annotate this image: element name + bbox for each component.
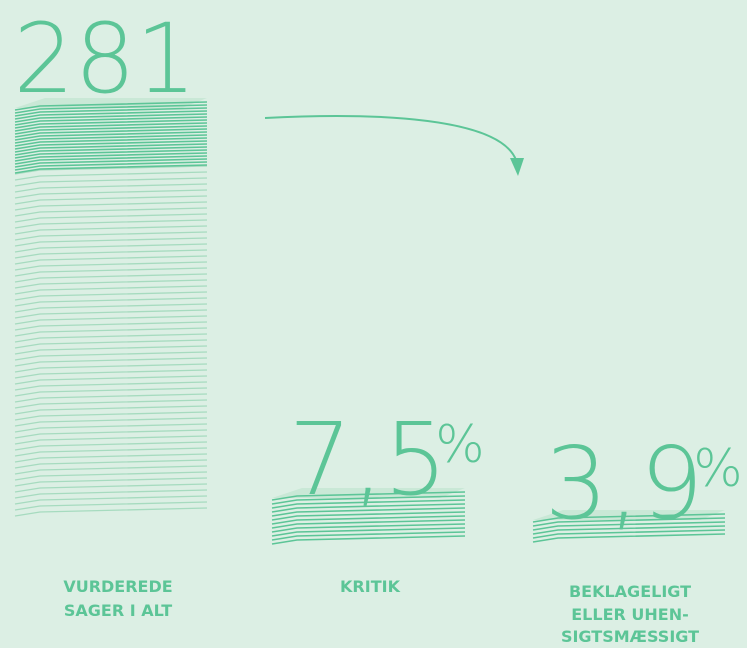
- label-line: BEKLAGELIGT: [569, 582, 691, 601]
- infographic: 281 7,5 % 3,9 % VURDEREDE SAGER I ALT KR…: [0, 0, 747, 648]
- figure: 7,5: [288, 401, 447, 518]
- unit: %: [435, 415, 484, 475]
- label-line: ELLER UHEN-: [571, 605, 688, 624]
- label-line: SIGTSMÆSSIGT: [561, 627, 699, 646]
- figure: 281: [13, 3, 196, 115]
- label-line: SAGER I ALT: [64, 601, 172, 620]
- label-line: VURDEREDE: [63, 577, 172, 596]
- label-line: KRITIK: [340, 577, 401, 596]
- page: {"items": [ {"figure": "281", "label_lin…: [0, 0, 747, 648]
- figure: 3,9: [544, 425, 703, 542]
- unit: %: [693, 439, 742, 499]
